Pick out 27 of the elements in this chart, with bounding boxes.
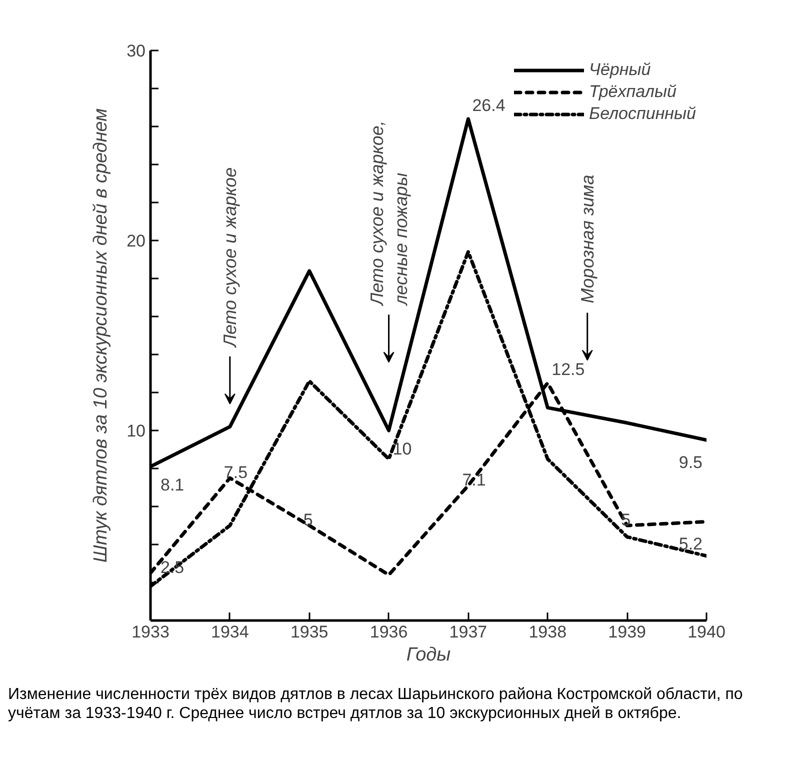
x-tick-label: 1938 [528, 622, 567, 642]
x-tick-label: 1935 [290, 622, 328, 642]
data-label: 26.4 [472, 96, 506, 115]
text: Изменение численности трёх видов дятлов в лесах Шарьинского района Костромской области, по учётам за 1933-1940 г. Среднее число встреч дятлов за 10 экскурсионных дней в октябре. [8, 685, 744, 724]
legend-label: Белоспинный [589, 104, 696, 124]
data-label: 7.5 [224, 463, 248, 482]
x-tick-label: 1937 [449, 622, 488, 642]
x-tick-label: 1936 [370, 622, 408, 642]
y-tick-label: 20 [126, 232, 146, 250]
data-label: 5.2 [678, 534, 703, 554]
data-label: 8.1 [160, 476, 184, 495]
data-label: 10 [392, 440, 412, 458]
annotation: Лето сухое и жаркое, лесные пожары [366, 120, 411, 306]
annotation: Морозная зима [577, 174, 598, 304]
data-label: 9.5 [678, 453, 703, 472]
y-tick-label: 10 [126, 422, 146, 440]
legend-label: Чёрный [589, 60, 651, 80]
legend-label: Трёхпалый [589, 82, 676, 102]
y-tick-label: 30 [126, 42, 146, 60]
x-tick-label: 1939 [608, 622, 646, 642]
x-tick-label: 1940 [688, 622, 726, 642]
x-tick-label: 1933 [132, 622, 170, 642]
y-axis-title: Штук дятлов за 10 экскурсионных дней в среднем [90, 108, 112, 563]
x-axis-title: Годы [406, 644, 451, 666]
data-label: 12.5 [552, 360, 585, 379]
x-tick-label: 1934 [211, 622, 249, 642]
annotation: Лето сухое и жаркое [220, 167, 240, 348]
